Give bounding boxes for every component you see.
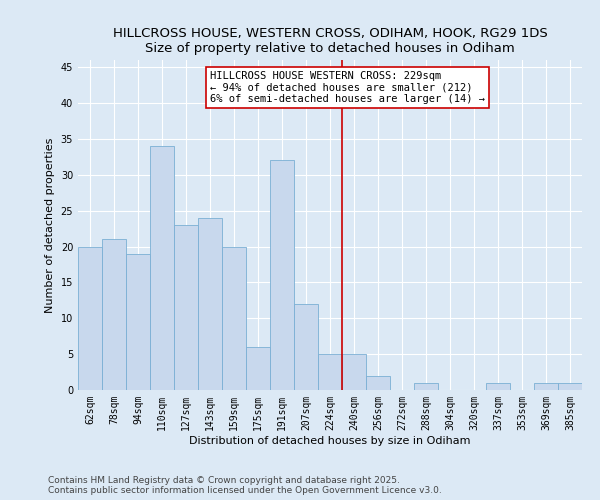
Bar bbox=[174, 225, 198, 390]
Bar bbox=[102, 240, 126, 390]
Bar bbox=[486, 383, 510, 390]
Bar bbox=[246, 347, 270, 390]
Bar bbox=[414, 383, 438, 390]
Y-axis label: Number of detached properties: Number of detached properties bbox=[45, 138, 55, 312]
Bar bbox=[534, 383, 558, 390]
Bar bbox=[150, 146, 174, 390]
Bar bbox=[198, 218, 222, 390]
Bar bbox=[318, 354, 342, 390]
Bar bbox=[342, 354, 366, 390]
Bar bbox=[126, 254, 150, 390]
Bar bbox=[294, 304, 318, 390]
Bar bbox=[270, 160, 294, 390]
Text: Contains HM Land Registry data © Crown copyright and database right 2025.
Contai: Contains HM Land Registry data © Crown c… bbox=[48, 476, 442, 495]
Text: HILLCROSS HOUSE WESTERN CROSS: 229sqm
← 94% of detached houses are smaller (212): HILLCROSS HOUSE WESTERN CROSS: 229sqm ← … bbox=[210, 71, 485, 104]
Bar bbox=[78, 246, 102, 390]
Bar bbox=[366, 376, 390, 390]
X-axis label: Distribution of detached houses by size in Odiham: Distribution of detached houses by size … bbox=[189, 436, 471, 446]
Bar bbox=[558, 383, 582, 390]
Bar bbox=[222, 246, 246, 390]
Title: HILLCROSS HOUSE, WESTERN CROSS, ODIHAM, HOOK, RG29 1DS
Size of property relative: HILLCROSS HOUSE, WESTERN CROSS, ODIHAM, … bbox=[113, 26, 547, 54]
